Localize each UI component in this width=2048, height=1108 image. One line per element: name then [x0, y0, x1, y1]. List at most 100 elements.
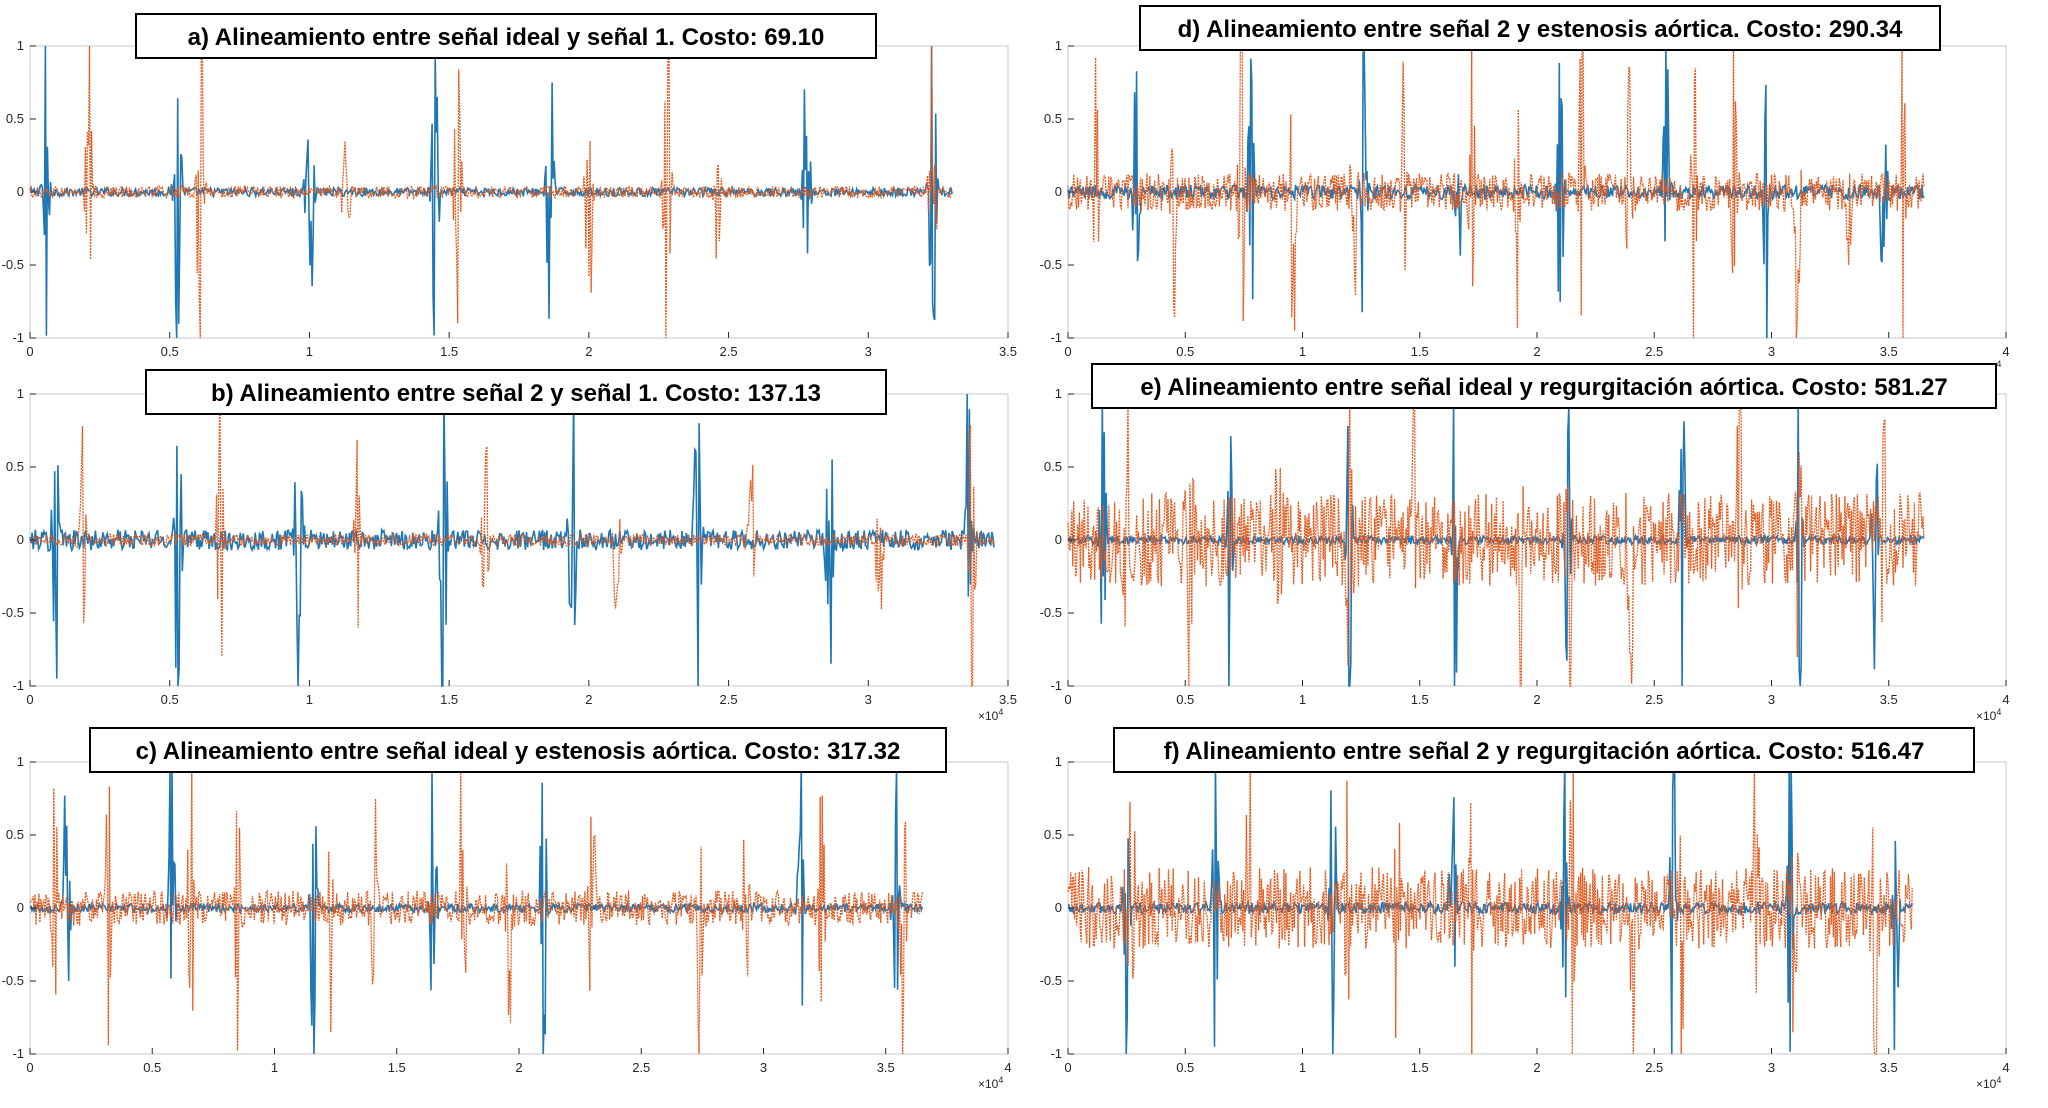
x-tick-label: 2.5 [632, 1060, 650, 1075]
title-box [89, 727, 947, 773]
y-tick-label: 0.5 [6, 459, 24, 474]
x-tick-label: 2 [585, 344, 592, 359]
x-tick-label: 0 [26, 1060, 33, 1075]
x-tick-label: 4 [1004, 1060, 1011, 1075]
x-tick-label: 3 [760, 1060, 767, 1075]
x-tick-label: 0.5 [161, 344, 179, 359]
x-tick-label: 4 [2002, 1060, 2009, 1075]
x-tick-label: 3 [1768, 344, 1775, 359]
x-tick-label: 0 [26, 344, 33, 359]
x-tick-label: 2 [1533, 692, 1540, 707]
y-tick-label: -1 [12, 1046, 24, 1061]
x-tick-label: 3.5 [999, 344, 1017, 359]
x-tick-label: 3 [865, 344, 872, 359]
x-tick-label: 0 [26, 692, 33, 707]
series-naranja-line [1067, 45, 1925, 339]
x-tick-label: 1.5 [1411, 692, 1429, 707]
y-tick-label: 0 [17, 900, 24, 915]
y-tick-label: 0 [1055, 900, 1062, 915]
panel-title: d) Alineamiento entre señal 2 y estenosi… [1178, 16, 1903, 43]
x-tick-label: 2 [515, 1060, 522, 1075]
x-tick-label: 1 [1299, 1060, 1306, 1075]
y-tick-label: -1 [1050, 330, 1062, 345]
y-tick-label: -1 [1050, 1046, 1062, 1061]
x-tick-label: 2.5 [720, 344, 738, 359]
y-tick-label: 1 [1055, 38, 1062, 53]
x-tick-label: 0.5 [143, 1060, 161, 1075]
x-tick-label: 4 [2002, 344, 2009, 359]
panel-title: b) Alineamiento entre señal 2 y señal 1.… [211, 380, 821, 407]
x-tick-label: 1.5 [440, 344, 458, 359]
panel-title: e) Alineamiento entre señal ideal y regu… [1140, 374, 1947, 401]
y-tick-label: 1 [17, 38, 24, 53]
x-tick-label: 2.5 [1645, 1060, 1663, 1075]
panel-f: 0 0.5 1 1.5 2 2.5 3 3.5 4 -1 -0.5 0 0.5 1 ×104 f) Aline… [1040, 727, 2010, 1091]
x-tick-label: 2 [1533, 1060, 1540, 1075]
x-exponent-label: ×104 [978, 707, 1003, 723]
x-tick-label: 1.5 [1411, 344, 1429, 359]
x-tick-label: 1.5 [388, 1060, 406, 1075]
x-tick-label: 3.5 [877, 1060, 895, 1075]
panel-c: 0 0.5 1 1.5 2 2.5 3 3.5 4 -1 -0.5 0 0.5 1 ×104 c) Aline… [2, 727, 1012, 1091]
series-naranja-line [1067, 393, 1925, 687]
y-tick-label: 1 [17, 386, 24, 401]
y-tick-label: -0.5 [1040, 257, 1062, 272]
x-exponent-label: ×104 [1976, 707, 2001, 723]
panel-b: 0 0.5 1 1.5 2 2.5 3 3.5 -1 -0.5 0 0.5 1 ×104 b) Alinea… [2, 369, 1017, 723]
y-tick-label: 1 [17, 754, 24, 769]
x-tick-label: 0.5 [161, 692, 179, 707]
y-tick-label: -0.5 [1040, 605, 1062, 620]
x-tick-label: 1 [306, 692, 313, 707]
title-box [1091, 363, 1997, 409]
series-naranja-line [29, 393, 995, 687]
y-tick-label: -0.5 [2, 973, 24, 988]
x-tick-label: 1.5 [1411, 1060, 1429, 1075]
panel-title: a) Alineamiento entre señal ideal y seña… [188, 24, 825, 51]
x-tick-label: 2 [1533, 344, 1540, 359]
x-tick-label: 3 [865, 692, 872, 707]
y-tick-label: 0.5 [1044, 111, 1062, 126]
y-tick-label: 0 [17, 184, 24, 199]
y-tick-label: 1 [1055, 386, 1062, 401]
x-tick-label: 3.5 [999, 692, 1017, 707]
panel-d: 00.511.522.533.54-1-0.500.51×104d) Aline… [1040, 5, 2010, 375]
series-naranja-line [29, 766, 924, 1055]
x-tick-label: 0 [1064, 344, 1071, 359]
x-tick-label: 0.5 [1176, 692, 1194, 707]
x-tick-label: 0 [1064, 1060, 1071, 1075]
x-tick-label: 3.5 [1880, 1060, 1898, 1075]
x-tick-label: 3 [1768, 692, 1775, 707]
x-tick-label: 3.5 [1880, 344, 1898, 359]
x-tick-label: 2.5 [720, 692, 738, 707]
y-tick-label: 0.5 [1044, 827, 1062, 842]
x-exponent-label: ×104 [1976, 1075, 2001, 1091]
x-tick-label: 1 [306, 344, 313, 359]
x-tick-label: 2 [585, 692, 592, 707]
y-tick-label: -1 [12, 678, 24, 693]
y-tick-label: 1 [1055, 754, 1062, 769]
x-tick-label: 0.5 [1176, 1060, 1194, 1075]
panel-title: c) Alineamiento entre señal ideal y este… [136, 738, 901, 765]
y-tick-label: 0.5 [6, 827, 24, 842]
y-tick-label: 0 [17, 532, 24, 547]
x-tick-label: 3.5 [1880, 692, 1898, 707]
x-tick-label: 1 [1299, 692, 1306, 707]
y-tick-label: -0.5 [1040, 973, 1062, 988]
x-tick-label: 2.5 [1645, 344, 1663, 359]
x-tick-label: 1 [1299, 344, 1306, 359]
title-box [135, 13, 877, 59]
title-box [1139, 5, 1941, 51]
title-box [1113, 727, 1975, 773]
panel-title: f) Alineamiento entre señal 2 y regurgit… [1164, 738, 1925, 765]
y-tick-label: -1 [1050, 678, 1062, 693]
y-tick-label: -0.5 [2, 605, 24, 620]
x-tick-label: 0 [1064, 692, 1071, 707]
y-tick-label: 0 [1055, 532, 1062, 547]
x-exponent-label: ×104 [978, 1075, 1003, 1091]
y-tick-label: 0.5 [1044, 459, 1062, 474]
panel-a: 0 0.5 1 1.5 2 2.5 3 3.5 -1 -0.5 0 0.5 1 a) Alineamien… [2, 13, 1017, 359]
y-tick-label: -1 [12, 330, 24, 345]
title-box [145, 369, 887, 415]
x-tick-label: 0.5 [1176, 344, 1194, 359]
